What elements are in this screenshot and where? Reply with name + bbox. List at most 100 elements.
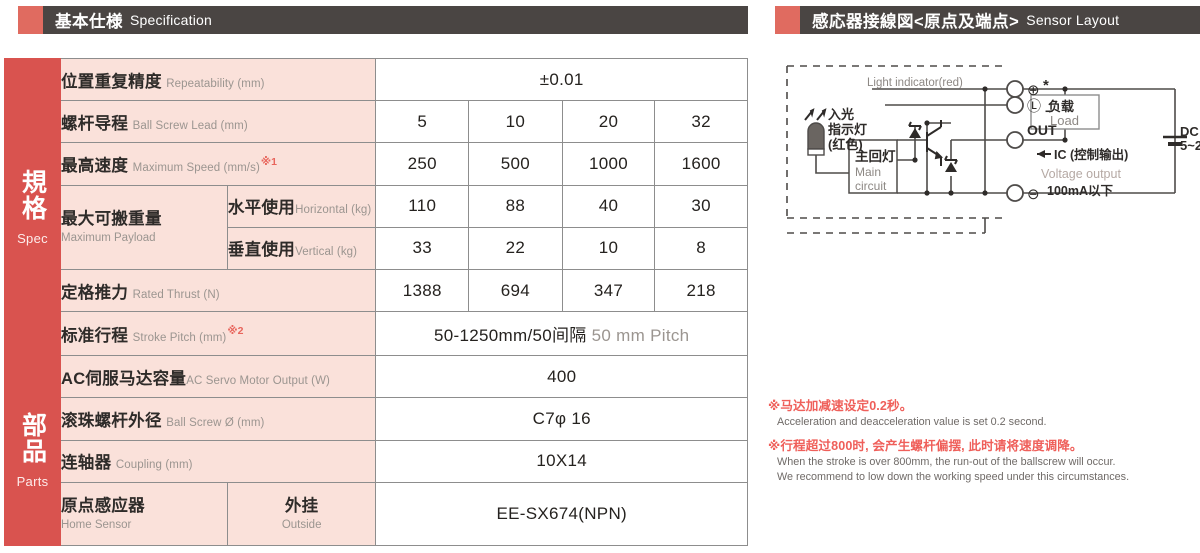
junction-dot: [924, 120, 930, 126]
table-row: 最高速度 Maximum Speed (mm/s)※1 250 500 1000…: [5, 142, 748, 186]
value-cell: 500: [468, 142, 563, 186]
sub-row-label-vertical: 垂直使用Vertical (kg): [226, 226, 377, 271]
section-header-bar: 感応器接線図<原点及端点> Sensor Layout: [800, 6, 1200, 34]
group-label-spec: 規格 Spec: [4, 57, 61, 357]
label-current-limit: 100mA以下: [1047, 184, 1113, 198]
sensor-circuit-svg: Light indicator(red) 入光 指示灯 (红色) 主回灯 Mai…: [786, 65, 1200, 234]
junction-dot: [982, 86, 988, 92]
row-label-cn: 最高速度: [60, 157, 129, 176]
table-row: 螺杆导程 Ball Screw Lead (mm) 5 10 20 32: [5, 100, 748, 144]
row-label-en: Rated Thrust (N): [132, 288, 220, 301]
value-cell: 1600: [654, 142, 748, 186]
value-cell: 5: [375, 100, 470, 144]
label-indicator-lamp: 指示灯: [828, 122, 867, 137]
footnote-en: We recommend to low down the working spe…: [777, 471, 1130, 484]
group-label-cn: 規格: [18, 168, 47, 221]
footnote-item: ※马达加减速设定0.2秒。 Acceleration and deacceler…: [768, 398, 1200, 431]
value-coupling: 10X14: [375, 439, 748, 483]
footnote-cn: ※马达加减速设定0.2秒。: [768, 399, 913, 413]
value-ball-screw-dia: C7φ 16: [375, 397, 748, 441]
row-label-cn: 最大可搬重量: [60, 210, 162, 229]
section-header-specification: 基本仕様 Specification: [18, 6, 748, 34]
row-label-cn: AC伺服马达容量: [60, 369, 187, 388]
value-stroke-pitch-cn: 50-1250mm/50间隔: [434, 326, 587, 346]
table-row: 最大可搬重量 Maximum Payload 水平使用Horizontal (k…: [5, 184, 748, 271]
specification-table: 規格 Spec 位置重复精度 Repeatability (mm) ±0.01 …: [4, 57, 748, 547]
label-dc-1: DC: [1180, 124, 1199, 139]
table-row: 连轴器 Coupling (mm) 10X14: [5, 439, 748, 483]
sub-label-cn: 垂直使用: [227, 241, 296, 260]
row-label-cn: 位置重复精度: [60, 72, 162, 91]
value-cell: 10: [561, 226, 656, 271]
value-cell: 1000: [561, 142, 656, 186]
section-title-en: Specification: [130, 12, 212, 28]
accent-swatch-icon: [18, 6, 43, 34]
value-cell: 347: [561, 269, 656, 313]
section-header-sensor-layout: 感応器接線図<原点及端点> Sensor Layout: [775, 6, 1200, 34]
row-label-en: Ball Screw Ø (mm): [166, 417, 265, 430]
label-indicator-color: (红色): [828, 137, 863, 152]
row-label-en: Coupling (mm): [115, 459, 193, 472]
row-label-en: Maximum Speed (mm/s): [132, 162, 260, 175]
sub-row-label-horizontal: 水平使用Horizontal (kg): [226, 184, 377, 228]
sensor-wiring-diagram: Light indicator(red) 入光 指示灯 (红色) 主回灯 Mai…: [775, 48, 1200, 263]
table-row: 定格推力 Rated Thrust (N) 1388 694 347 218: [5, 269, 748, 313]
value-cell: 250: [375, 142, 470, 186]
label-load-cn: 负载: [1048, 99, 1074, 114]
label-incident-light: 入光: [828, 107, 854, 122]
sub-label-en: Outside: [281, 518, 322, 531]
incident-light-arrows-icon: [804, 108, 827, 121]
label-terminal-plus-mark: *: [1043, 77, 1049, 94]
footnotes-block: ※马达加减速设定0.2秒。 Acceleration and deacceler…: [768, 398, 1200, 493]
row-label-cn: 标准行程: [60, 326, 129, 345]
table-row: 規格 Spec 位置重复精度 Repeatability (mm) ±0.01: [4, 57, 748, 357]
value-cell: 40: [561, 184, 656, 228]
junction-dot: [1062, 137, 1068, 143]
table-row: 原点感应器 Home Sensor 外挂 Outside EE-SX674(NP…: [5, 481, 748, 547]
row-label-repeatability: 位置重复精度 Repeatability (mm): [59, 57, 377, 102]
value-cell: 30: [654, 184, 748, 228]
sub-label-en: Vertical (kg): [295, 246, 358, 259]
group-label-en: Parts: [16, 474, 49, 490]
row-label-en: AC Servo Motor Output (W): [186, 374, 330, 387]
value-cell: 33: [375, 226, 470, 271]
row-label-en: Ball Screw Lead (mm): [132, 119, 248, 132]
junction-dot: [912, 157, 918, 163]
row-label-cn: 原点感应器: [60, 496, 145, 515]
footnote-marker-1: ※1: [260, 155, 277, 168]
row-label-cn: 螺杆导程: [60, 114, 129, 133]
load-box: [1030, 94, 1100, 130]
label-terminal-l: Ⓛ: [1027, 98, 1041, 114]
row-label-en: Repeatability (mm): [166, 77, 265, 90]
footnote-cn: ※行程超过800时, 会产生螺杆偏摆, 此时请将速度调降。: [768, 438, 1083, 453]
value-cell: 8: [654, 226, 748, 271]
junction-dot: [924, 190, 930, 196]
footnote-en: When the stroke is over 800mm, the run-o…: [777, 455, 1116, 468]
zener-diode-right-icon: [944, 155, 958, 172]
label-main-circuit-cn: 主回灯: [855, 148, 896, 164]
row-label-home-sensor-type: 外挂 Outside: [226, 481, 377, 547]
terminal-plus-node: [1006, 80, 1024, 98]
label-dc-2: 5~24V: [1180, 138, 1200, 153]
footnote-marker-2: ※2: [227, 325, 244, 338]
row-label-rated-thrust: 定格推力 Rated Thrust (N): [59, 269, 377, 313]
led-emitter-icon: [807, 122, 825, 150]
label-main-circuit-en-1: Main: [855, 165, 881, 179]
value-cell: 20: [561, 100, 656, 144]
row-label-coupling: 连轴器 Coupling (mm): [59, 439, 377, 483]
label-terminal-out: OUT: [1027, 122, 1057, 138]
zener-diode-left-icon: [908, 121, 922, 138]
group-label-cn: 部品: [18, 412, 47, 465]
value-home-sensor: EE-SX674(NPN): [375, 481, 748, 547]
label-load-en: Load: [1050, 113, 1079, 128]
row-label-maximum-speed: 最高速度 Maximum Speed (mm/s)※1: [59, 142, 377, 186]
value-repeatability: ±0.01: [375, 57, 748, 102]
value-cell: 218: [654, 269, 748, 313]
row-label-ball-screw-dia: 滚珠螺杆外径 Ball Screw Ø (mm): [59, 397, 377, 441]
ic-arrow-icon: [1037, 150, 1051, 158]
terminal-out-node: [1006, 131, 1024, 149]
row-label-ball-screw-lead: 螺杆导程 Ball Screw Lead (mm): [59, 100, 377, 144]
sub-label-cn: 水平使用: [227, 199, 296, 218]
row-label-en: Stroke Pitch (mm): [132, 331, 227, 344]
